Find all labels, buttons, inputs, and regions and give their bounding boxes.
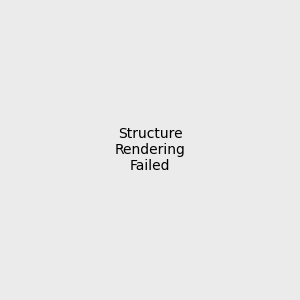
- Text: Structure
Rendering
Failed: Structure Rendering Failed: [115, 127, 185, 173]
